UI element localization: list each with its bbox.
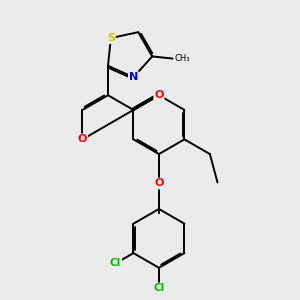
Text: Cl: Cl: [110, 258, 121, 268]
Text: O: O: [78, 134, 87, 144]
Text: S: S: [107, 33, 115, 43]
Text: CH₃: CH₃: [174, 54, 190, 63]
Text: Cl: Cl: [153, 284, 165, 293]
Text: O: O: [154, 90, 164, 100]
Text: O: O: [154, 178, 164, 188]
Text: N: N: [129, 72, 138, 82]
